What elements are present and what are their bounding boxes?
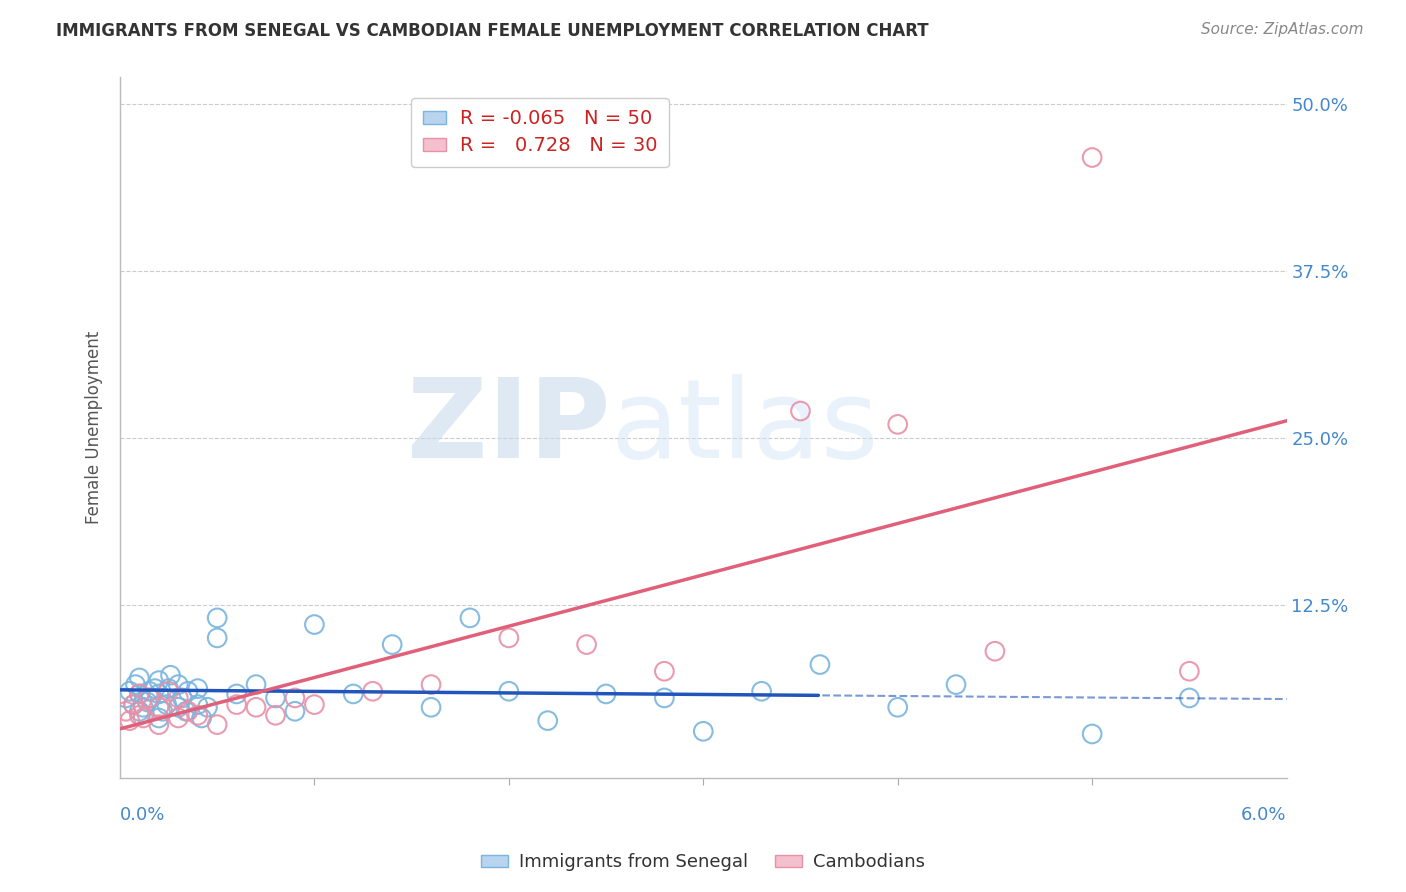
- Point: [167, 711, 190, 725]
- Point: [984, 644, 1007, 658]
- Point: [595, 687, 617, 701]
- Text: 0.0%: 0.0%: [120, 806, 166, 824]
- Point: [789, 404, 811, 418]
- Point: [148, 717, 170, 731]
- Point: [284, 704, 307, 718]
- Point: [225, 687, 247, 701]
- Point: [122, 698, 145, 712]
- Point: [245, 677, 267, 691]
- Point: [128, 671, 150, 685]
- Point: [118, 714, 141, 728]
- Point: [205, 717, 228, 731]
- Point: [1178, 665, 1201, 679]
- Point: [128, 687, 150, 701]
- Point: [205, 611, 228, 625]
- Point: [156, 698, 179, 712]
- Point: [167, 700, 190, 714]
- Point: [187, 698, 209, 712]
- Legend: Immigrants from Senegal, Cambodians: Immigrants from Senegal, Cambodians: [474, 847, 932, 879]
- Point: [114, 704, 136, 718]
- Point: [177, 684, 200, 698]
- Point: [654, 665, 676, 679]
- Point: [284, 690, 307, 705]
- Point: [808, 657, 831, 672]
- Point: [122, 698, 145, 712]
- Point: [148, 673, 170, 688]
- Point: [138, 684, 160, 698]
- Point: [132, 711, 155, 725]
- Point: [157, 684, 180, 698]
- Text: atlas: atlas: [610, 375, 879, 481]
- Point: [128, 704, 150, 718]
- Point: [304, 617, 326, 632]
- Point: [172, 690, 194, 705]
- Point: [128, 687, 150, 701]
- Point: [159, 668, 181, 682]
- Y-axis label: Female Unemployment: Female Unemployment: [86, 331, 103, 524]
- Point: [128, 708, 150, 723]
- Point: [537, 714, 560, 728]
- Point: [886, 700, 908, 714]
- Point: [136, 695, 159, 709]
- Point: [187, 681, 209, 696]
- Point: [304, 698, 326, 712]
- Point: [498, 631, 520, 645]
- Point: [167, 677, 190, 691]
- Point: [264, 708, 287, 723]
- Point: [167, 690, 190, 705]
- Text: Source: ZipAtlas.com: Source: ZipAtlas.com: [1201, 22, 1364, 37]
- Point: [654, 690, 676, 705]
- Point: [197, 700, 219, 714]
- Text: IMMIGRANTS FROM SENEGAL VS CAMBODIAN FEMALE UNEMPLOYMENT CORRELATION CHART: IMMIGRANTS FROM SENEGAL VS CAMBODIAN FEM…: [56, 22, 929, 40]
- Point: [132, 700, 155, 714]
- Point: [148, 687, 170, 701]
- Point: [420, 677, 443, 691]
- Point: [1178, 690, 1201, 705]
- Point: [152, 704, 174, 718]
- Point: [420, 700, 443, 714]
- Point: [381, 638, 404, 652]
- Point: [245, 700, 267, 714]
- Point: [177, 704, 200, 718]
- Point: [118, 684, 141, 698]
- Point: [157, 681, 180, 696]
- Point: [174, 704, 197, 718]
- Point: [143, 681, 166, 696]
- Point: [361, 684, 384, 698]
- Point: [575, 638, 598, 652]
- Point: [114, 690, 136, 705]
- Point: [1081, 151, 1104, 165]
- Point: [945, 677, 967, 691]
- Text: ZIP: ZIP: [406, 375, 610, 481]
- Legend: R = -0.065   N = 50, R =   0.728   N = 30: R = -0.065 N = 50, R = 0.728 N = 30: [411, 97, 669, 167]
- Point: [1081, 727, 1104, 741]
- Point: [187, 708, 209, 723]
- Text: 6.0%: 6.0%: [1241, 806, 1286, 824]
- Point: [342, 687, 364, 701]
- Point: [498, 684, 520, 698]
- Point: [138, 690, 160, 705]
- Point: [124, 677, 146, 691]
- Point: [264, 690, 287, 705]
- Point: [886, 417, 908, 432]
- Point: [225, 698, 247, 712]
- Point: [205, 631, 228, 645]
- Point: [692, 724, 714, 739]
- Point: [148, 711, 170, 725]
- Point: [751, 684, 773, 698]
- Point: [139, 690, 162, 705]
- Point: [190, 711, 212, 725]
- Point: [148, 700, 170, 714]
- Point: [458, 611, 481, 625]
